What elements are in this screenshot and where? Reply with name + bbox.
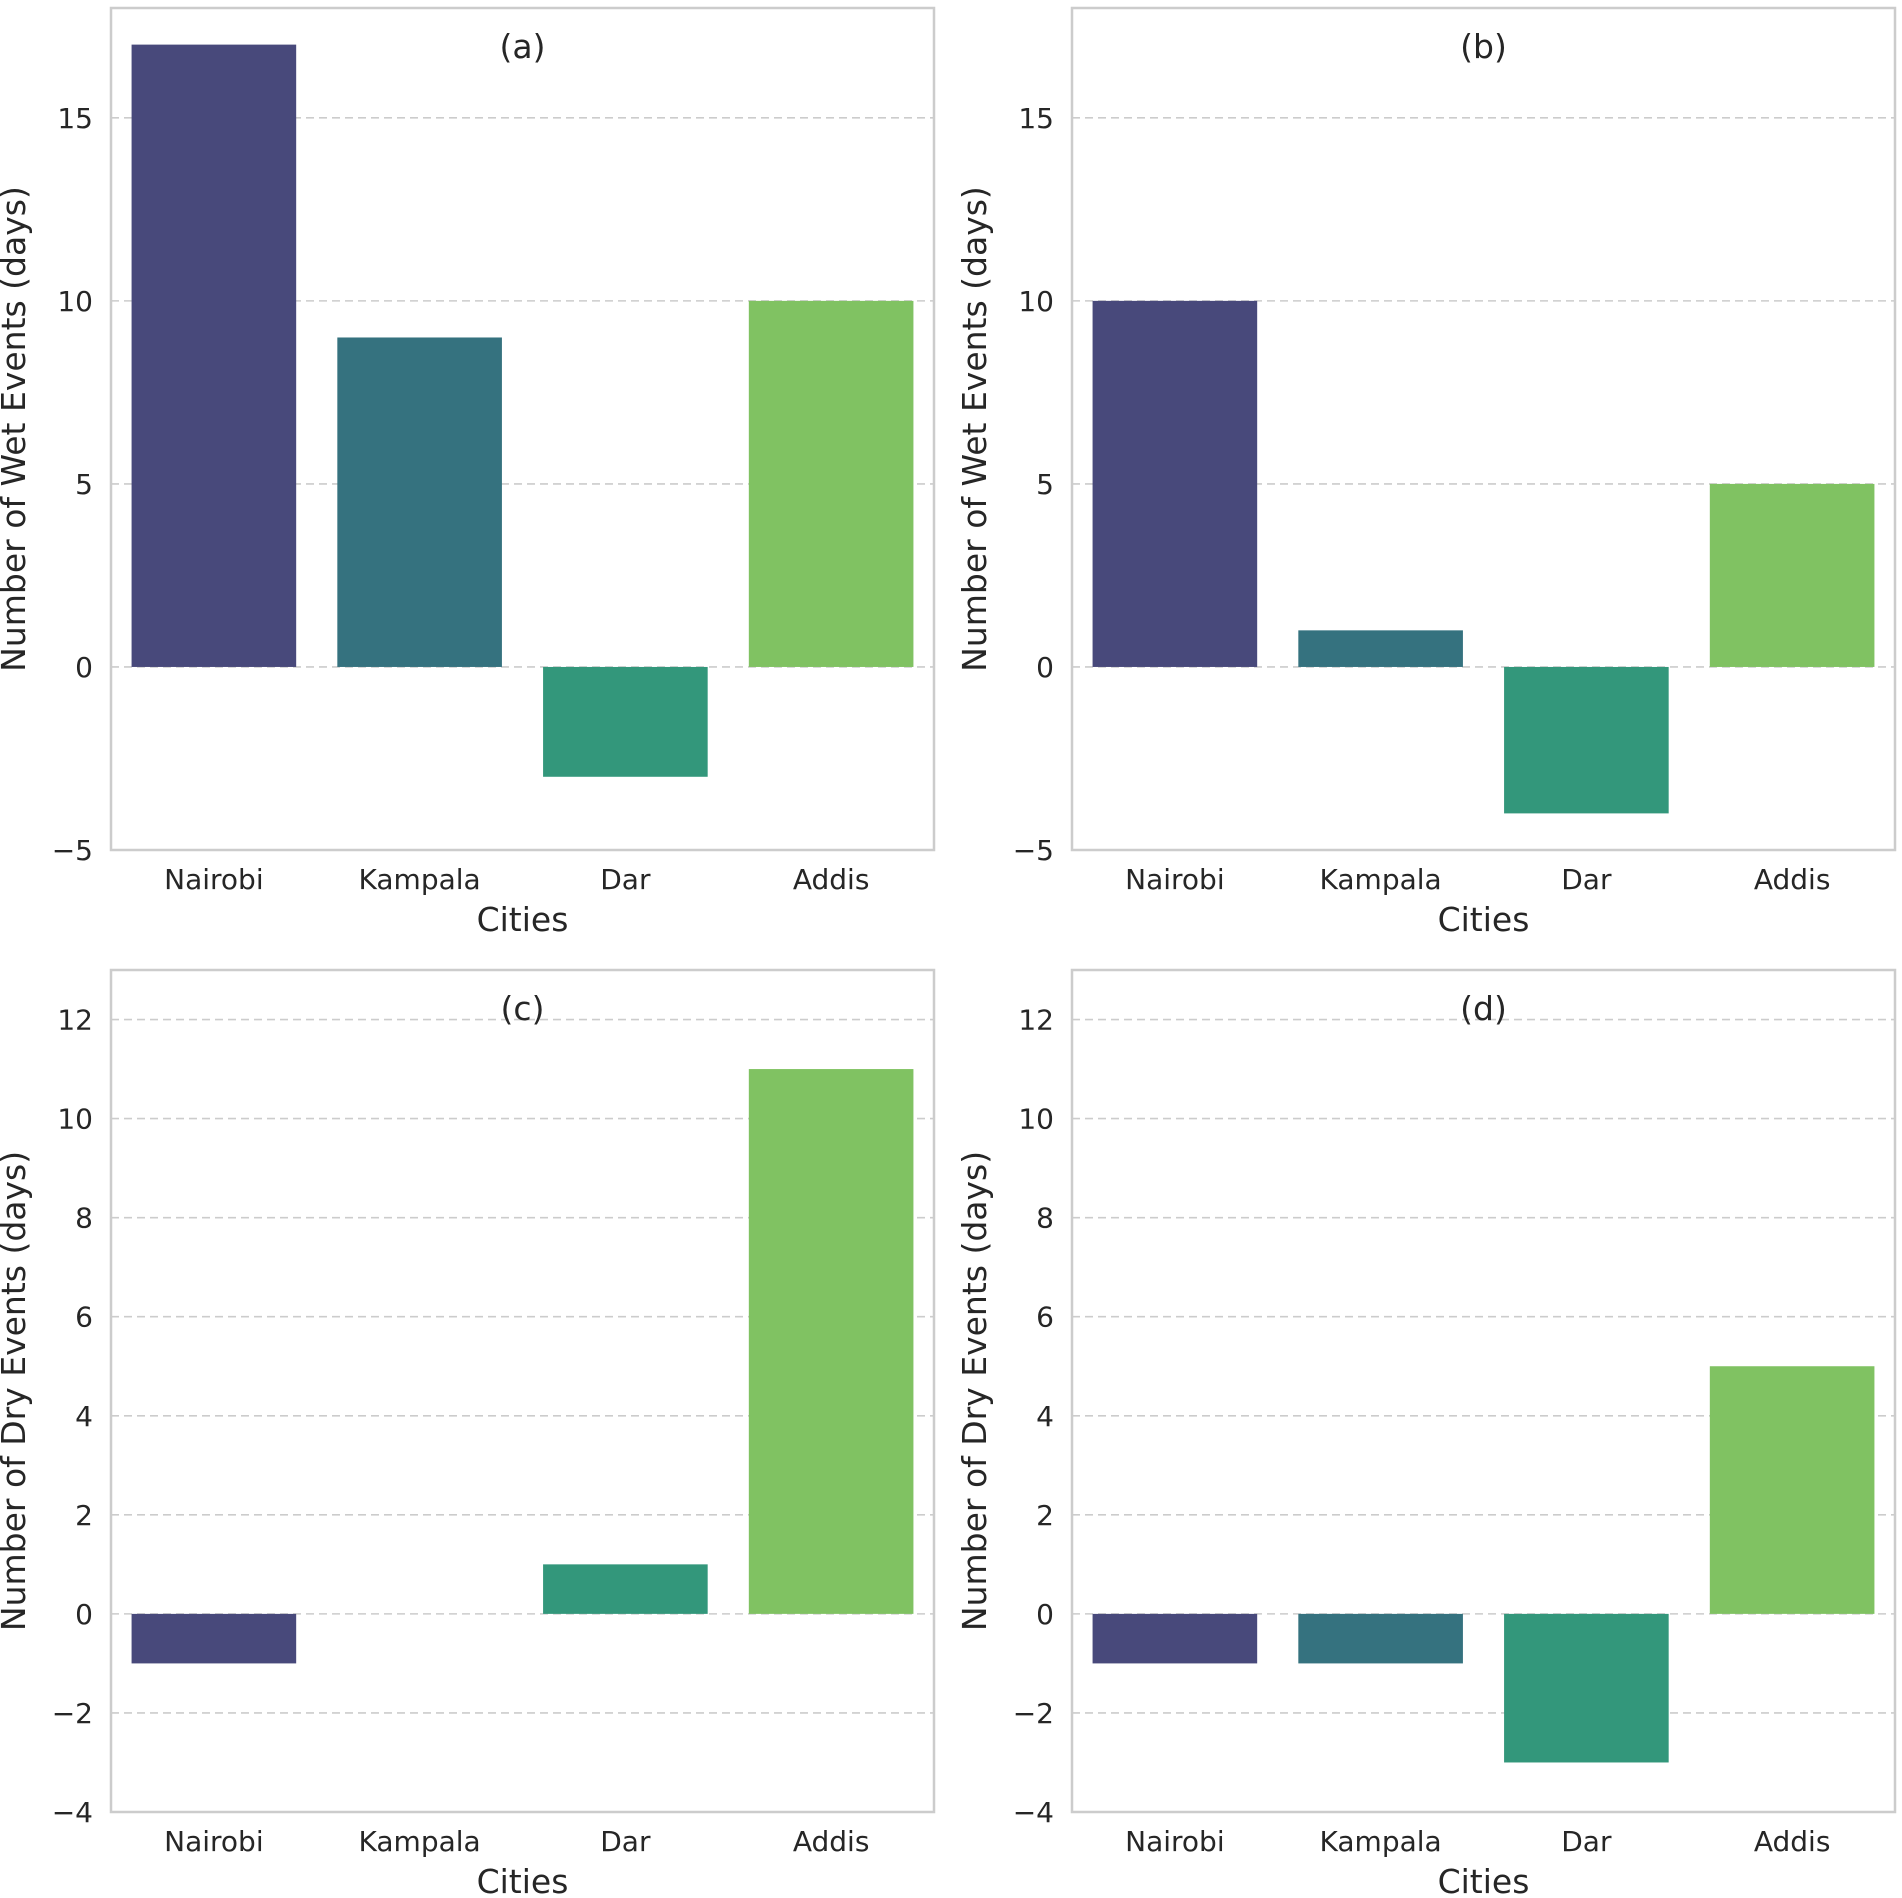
x-tick-label: Dar [1561,1825,1612,1858]
y-tick-label: 0 [1036,1598,1054,1631]
panel-title: (c) [501,989,545,1028]
panel-b: −5 0 5 10 15 Nairobi Kampala Dar Addis Cities Numb… [955,6,1897,939]
y-tick-label: −2 [1013,1697,1054,1730]
y-axis-label: Number of Dry Events (days) [955,1151,994,1631]
bar-addis [1709,483,1875,667]
x-tick-label: Kampala [1320,863,1442,896]
x-tick-label: Addis [1754,863,1831,896]
x-axis-label: Cities [1438,900,1530,939]
bar-kampala [1298,1613,1463,1664]
bar-nairobi [1092,1613,1258,1664]
y-tick-label: 6 [75,1301,93,1334]
y-tick-label: 8 [75,1202,93,1235]
bar-dar [1504,666,1669,814]
bar-nairobi [1092,300,1258,667]
x-tick-label: Kampala [359,863,481,896]
y-tick-label: 10 [1018,1103,1054,1136]
y-tick-label: 8 [1036,1202,1054,1235]
y-tick-label: −4 [1013,1796,1054,1829]
x-tick-label: Addis [793,863,870,896]
bar-kampala [337,337,502,667]
panel-c: −4 −2 0 2 4 6 8 10 12 Nairobi Kampala Dar Addis Citie… [0,968,936,1898]
plot-frame [1070,6,1897,852]
y-tick-label: 0 [75,651,93,684]
x-tick-label: Kampala [1320,1825,1442,1858]
panel-title: (b) [1460,27,1507,66]
y-axis-label: Number of Wet Events (days) [0,186,33,672]
y-axis-label: Number of Dry Events (days) [0,1151,33,1631]
y-tick-label: 5 [75,468,93,501]
plot-frame [109,968,936,1814]
bar-nairobi [131,44,297,667]
y-tick-label: −5 [1013,834,1054,867]
bar-nairobi [131,1613,297,1664]
x-tick-label: Nairobi [164,1825,263,1858]
y-tick-label: 10 [1018,285,1054,318]
y-tick-label: 0 [75,1598,93,1631]
panel-title: (a) [500,27,546,66]
panel-d: −4 −2 0 2 4 6 8 10 12 Nairobi Kampala Dar Addis Citie… [955,968,1897,1898]
x-tick-label: Dar [1561,863,1612,896]
bar-dar [543,1564,708,1614]
bar-dar [543,666,708,777]
x-tick-label: Dar [600,1825,651,1858]
bar-kampala [1298,630,1463,667]
x-tick-label: Dar [600,863,651,896]
plot-frame [1070,968,1897,1814]
y-tick-label: 10 [57,285,93,318]
y-tick-label: 4 [1036,1400,1054,1433]
y-tick-label: 10 [57,1103,93,1136]
y-tick-label: 4 [75,1400,93,1433]
x-tick-label: Kampala [359,1825,481,1858]
y-tick-label: 12 [1018,1004,1054,1037]
x-tick-label: Addis [793,1825,870,1858]
y-tick-label: 2 [1036,1499,1054,1532]
bar-addis [748,300,914,667]
y-tick-label: 2 [75,1499,93,1532]
y-tick-label: 15 [1018,102,1054,135]
bar-addis [748,1069,914,1614]
y-tick-label: 12 [57,1004,93,1037]
bar-addis [1709,1366,1875,1614]
x-tick-label: Addis [1754,1825,1831,1858]
x-axis-label: Cities [477,1862,569,1898]
bar-dar [1504,1613,1669,1763]
panel-a: −5 0 5 10 15 Nairobi Kampala Dar Addis Cities Numb… [0,6,936,939]
y-tick-label: −5 [52,834,93,867]
x-axis-label: Cities [1438,1862,1530,1898]
y-tick-label: 6 [1036,1301,1054,1334]
y-tick-label: 15 [57,102,93,135]
y-tick-label: 0 [1036,651,1054,684]
x-tick-label: Nairobi [164,863,263,896]
plot-frame [109,6,936,852]
y-tick-label: 5 [1036,468,1054,501]
x-axis-label: Cities [477,900,569,939]
panel-title: (d) [1460,989,1507,1028]
x-tick-label: Nairobi [1125,1825,1224,1858]
y-axis-label: Number of Wet Events (days) [955,186,994,672]
y-tick-label: −4 [52,1796,93,1829]
x-tick-label: Nairobi [1125,863,1224,896]
y-tick-label: −2 [52,1697,93,1730]
